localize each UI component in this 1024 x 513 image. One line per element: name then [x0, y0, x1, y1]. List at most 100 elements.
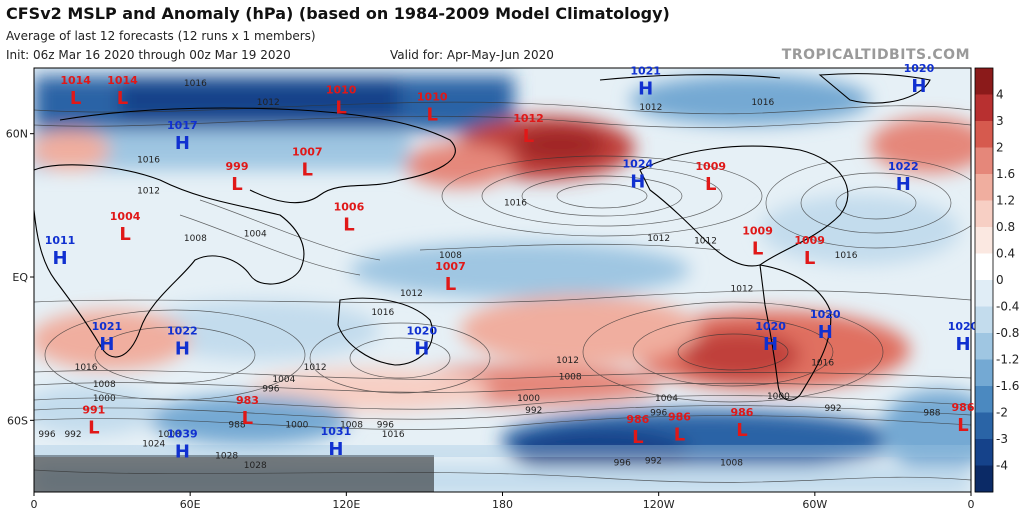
pressure-value: 999	[226, 160, 249, 173]
low-symbol: L	[705, 174, 716, 195]
pressure-value: 1010	[326, 83, 357, 96]
lat-tick-label: 60S	[7, 414, 28, 427]
pressure-value: 1006	[334, 200, 365, 213]
pressure-value: 1017	[167, 119, 198, 132]
valid-period: Valid for: Apr-May-Jun 2020	[390, 48, 554, 62]
low-symbol: L	[117, 88, 128, 109]
colorbar-swatch	[975, 280, 993, 307]
lon-tick-label: 0	[968, 498, 975, 511]
pressure-value: 1020	[755, 320, 786, 333]
pressure-value: 1020	[904, 62, 935, 75]
isobar-label: 996	[614, 459, 631, 469]
brand-watermark: TROPICALTIDBITS.COM	[781, 47, 970, 63]
isobar-label: 1028	[244, 461, 267, 471]
colorbar-level-label: 1.2	[996, 194, 1015, 208]
lat-tick-label: EQ	[12, 271, 28, 284]
high-symbol: H	[763, 334, 778, 355]
low-symbol: L	[736, 420, 747, 441]
isobar-label: 1028	[215, 452, 238, 462]
colorbar-swatch	[975, 306, 993, 334]
high-symbol: H	[175, 133, 190, 154]
isobar-label: 1008	[559, 373, 582, 383]
isobar-label: 1004	[272, 375, 295, 385]
colorbar-level-label: 1.6	[996, 167, 1015, 181]
pressure-value: 1014	[60, 74, 91, 87]
low-symbol: L	[426, 105, 437, 126]
high-symbol: H	[630, 171, 645, 192]
isobar-label: 988	[228, 421, 245, 431]
high-symbol: H	[896, 174, 911, 195]
pressure-value: 1007	[435, 260, 466, 273]
lon-tick-label: 0	[31, 498, 38, 511]
isobar-label: 996	[377, 421, 394, 431]
isobar-label: 1012	[400, 289, 423, 299]
pressure-value: 986	[730, 406, 753, 419]
map-title: CFSv2 MSLP and Anomaly (hPa) (based on 1…	[6, 4, 670, 23]
high-symbol: H	[99, 334, 114, 355]
colorbar-swatch	[975, 253, 993, 281]
isobar-label: 992	[64, 430, 81, 440]
isobar-label: 1000	[767, 392, 790, 402]
colorbar-swatch	[975, 227, 993, 254]
isobar-label: 1012	[639, 103, 662, 113]
pressure-value: 1021	[92, 320, 123, 333]
isobar-label: 992	[525, 406, 542, 416]
high-symbol: H	[638, 78, 653, 99]
colorbar-swatch	[975, 94, 993, 122]
isobar-label: 1016	[371, 308, 394, 318]
colorbar-swatch	[975, 147, 993, 175]
map-axes: 60N EQ 60S 0 60E 120E 180 120W 60W 0	[6, 128, 975, 511]
pressure-value: 1007	[292, 146, 323, 159]
isobar-label: 1016	[811, 358, 834, 368]
colorbar-level-label: -1.6	[996, 379, 1019, 393]
pressure-value: 1020	[810, 308, 841, 321]
init-time: Init: 06z Mar 16 2020 through 00z Mar 19…	[6, 48, 291, 62]
isobar-label: 1016	[382, 430, 405, 440]
colorbar-level-label: -3	[996, 432, 1008, 446]
pressure-value: 1020	[948, 320, 979, 333]
map-subtitle: Average of last 12 forecasts (12 runs x …	[6, 29, 316, 43]
pressure-value: 986	[668, 411, 691, 424]
pressure-value: 1009	[794, 234, 825, 247]
colorbar-level-label: -1.2	[996, 353, 1019, 367]
colorbar-swatch	[975, 359, 993, 387]
pressure-value: 1039	[167, 427, 198, 440]
isobar-label: 1016	[184, 79, 207, 89]
pressure-value: 1021	[630, 64, 661, 77]
pressure-value: 1012	[513, 112, 544, 125]
colorbar-level-label: 4	[996, 88, 1004, 102]
pressure-value: 1022	[888, 160, 919, 173]
isobar-label: 996	[262, 385, 279, 395]
low-symbol: L	[523, 126, 534, 147]
low-symbol: L	[88, 418, 99, 439]
pressure-value: 1009	[742, 224, 773, 237]
pressure-value: 1020	[407, 325, 438, 338]
isobar-label: 1004	[244, 229, 267, 239]
colorbar-swatch	[975, 386, 993, 413]
isobar-label: 1008	[439, 251, 462, 261]
colorbar-level-label: 0	[996, 273, 1004, 287]
colorbar-level-label: -4	[996, 459, 1008, 473]
high-symbol: H	[955, 334, 970, 355]
isobar-label: 992	[645, 456, 662, 466]
high-symbol: H	[52, 248, 67, 269]
lon-tick-label: 180	[492, 498, 513, 511]
colorbar-level-label: -2	[996, 406, 1008, 420]
isobar-label: 1024	[142, 440, 165, 450]
lon-tick-label: 60E	[180, 498, 201, 511]
